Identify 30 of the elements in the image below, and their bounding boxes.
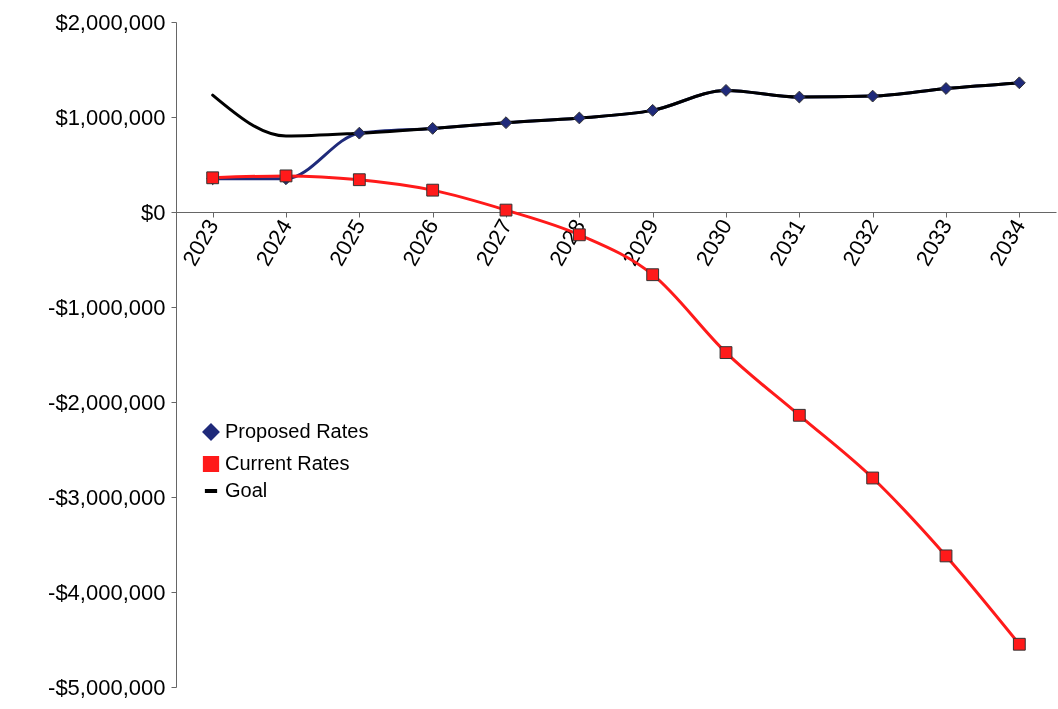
y-tick-label: $1,000,000 <box>55 104 166 130</box>
y-tick-label: -$1,000,000 <box>48 294 166 320</box>
point <box>792 90 806 104</box>
y-tick-label: -$3,000,000 <box>48 484 166 510</box>
y-tick-label: -$5,000,000 <box>48 674 166 700</box>
point <box>646 268 660 282</box>
point <box>572 111 586 125</box>
y-tick-label: $0 <box>141 199 166 225</box>
point <box>426 121 440 135</box>
y-tick-label: -$2,000,000 <box>48 389 166 415</box>
point <box>866 89 880 103</box>
point <box>719 83 733 97</box>
point <box>1012 76 1026 90</box>
y-tick-label: $2,000,000 <box>55 9 166 35</box>
legend-label: Goal <box>225 479 268 501</box>
point <box>352 126 366 140</box>
point <box>499 116 513 130</box>
point <box>939 82 953 95</box>
point <box>719 346 733 360</box>
y-tick-label: -$4,000,000 <box>48 579 166 605</box>
legend-label: Proposed Rates <box>225 420 369 442</box>
point <box>866 471 880 485</box>
point <box>792 408 806 422</box>
legend-label: Current Rates <box>225 452 350 474</box>
point <box>646 103 660 117</box>
point <box>939 549 953 563</box>
point <box>352 173 366 187</box>
point <box>426 183 440 197</box>
point <box>1012 637 1026 651</box>
point <box>499 203 513 217</box>
